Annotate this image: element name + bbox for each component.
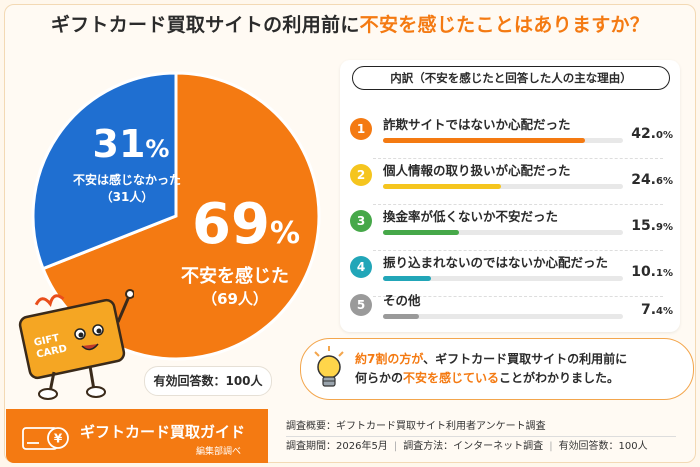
reason-row-5: 5 その他 7.4%	[350, 288, 675, 332]
reason-percent-3: 15.9%	[631, 218, 673, 234]
reason-label-4: 振り込まれないのではないか心配だった	[383, 255, 609, 270]
summary-callout: 約7割の方が、ギフトカード買取サイトの利用前に 何らかの不安を感じていることがわ…	[300, 338, 694, 400]
reason-bar-1	[383, 138, 585, 143]
title-part1: ギフトカード買取サイトの利用前に	[50, 14, 360, 36]
page-title: ギフトカード買取サイトの利用前に不安を感じたことはありますか？	[0, 10, 700, 37]
reason-row-2: 2 個人情報の取り扱いが心配だった 24.6%	[350, 158, 675, 202]
footer-divider	[286, 436, 676, 437]
reason-percent-dec-2: 6%	[656, 176, 673, 187]
orange-percent-sign: %	[269, 216, 300, 251]
title-highlight: 不安を感じたことはありますか？	[359, 14, 650, 36]
brand-sub: 編集部調べ	[196, 447, 242, 457]
rank-badge-2: 2	[350, 164, 372, 186]
rank-badge-1: 1	[350, 118, 372, 140]
blue-label: 不安は感じなかった	[72, 173, 181, 187]
pie-chart	[31, 71, 321, 361]
reason-percent-1: 42.0%	[631, 126, 673, 142]
gift-card-mascot: GIFT CARD	[18, 289, 134, 400]
summary-part-b: 、ギフトカード買取サイトの利用前に	[423, 352, 628, 366]
reason-row-3: 3 換金率が低くないか不安だった 15.9%	[350, 204, 675, 248]
orange-count: （69人）	[202, 290, 268, 308]
divider	[373, 158, 663, 160]
reason-bar-4	[383, 276, 432, 281]
reason-label-1: 詐欺サイトではないか心配だった	[383, 117, 571, 132]
footer: ¥ ギフトカード買取ガイド 編集部調べ 調査概要：ギフトカード買取サイト利用者ア…	[0, 405, 700, 467]
reason-percent-dec-3: 9%	[656, 222, 673, 233]
survey-valid: 有効回答数：100人	[558, 441, 648, 452]
valid-responses-badge: 有効回答数：100人	[144, 366, 272, 396]
summary-text: 約7割の方が、ギフトカード買取サイトの利用前に 何らかの不安を感じていることがわ…	[355, 350, 685, 388]
reason-track-1	[383, 138, 623, 143]
divider	[373, 204, 663, 206]
survey-overview: 調査概要：ギフトカード買取サイト利用者アンケート調査	[286, 421, 546, 432]
orange-label: 不安を感じた	[181, 266, 289, 287]
orange-percent-number: 69	[192, 192, 270, 257]
blue-slice-label: 不安は感じなかった （31人）	[52, 172, 202, 206]
rank-badge-4: 4	[350, 256, 372, 278]
mascot-card-line1: GIFT	[33, 333, 60, 349]
reason-bar-2	[383, 184, 502, 189]
blue-count: （31人）	[100, 190, 154, 204]
reason-label-3: 換金率が低くないか不安だった	[383, 209, 559, 224]
survey-details: 調査期間：2026年5月 | 調査方法：インターネット調査 | 有効回答数：100人	[286, 437, 648, 457]
reason-percent-int-5: 7.	[640, 302, 657, 318]
orange-percent: 69%	[176, 192, 316, 257]
reason-percent-4: 10.1%	[631, 264, 673, 280]
reason-percent-int-2: 24.	[631, 172, 657, 188]
reason-bar-5	[383, 314, 419, 319]
reason-track-5	[383, 314, 623, 319]
reason-bar-3	[383, 230, 460, 235]
blue-percent: 31%	[66, 122, 196, 166]
pie-slice-2	[31, 71, 178, 271]
survey-info: 調査概要：ギフトカード買取サイト利用者アンケート調査 調査期間：2026年5月 |…	[286, 417, 648, 457]
reason-label-2: 個人情報の取り扱いが心配だった	[383, 163, 571, 178]
breakdown-header: 内訳（不安を感じたと回答した人の主な理由）	[352, 66, 670, 90]
reason-track-3	[383, 230, 623, 235]
blue-percent-number: 31	[92, 122, 146, 166]
footer-brand-box: ¥ ギフトカード買取ガイド 編集部調べ	[6, 409, 268, 463]
separator: |	[393, 441, 398, 452]
separator: |	[549, 441, 553, 452]
reason-percent-dec-4: 1%	[656, 268, 673, 279]
reason-label-5: その他	[383, 293, 421, 308]
summary-highlight-1: 約7割の方が	[355, 352, 424, 366]
reason-percent-5: 7.4%	[641, 302, 673, 318]
reason-percent-int-3: 15.	[631, 218, 657, 234]
rank-badge-3: 3	[350, 210, 372, 232]
reason-percent-dec-1: 0%	[656, 130, 673, 141]
reason-track-4	[383, 276, 623, 281]
divider	[373, 296, 663, 298]
gift-card-yen-icon: ¥	[22, 427, 69, 450]
blue-percent-sign: %	[145, 135, 170, 163]
summary-part-e: ことがわかりました。	[499, 371, 620, 385]
survey-period: 調査期間：2026年5月	[286, 441, 388, 452]
reason-percent-dec-5: 4%	[656, 306, 673, 317]
reason-row-4: 4 振り込まれないのではないか心配だった 10.1%	[350, 250, 675, 294]
survey-method: 調査方法：インターネット調査	[403, 441, 544, 452]
reason-percent-int-1: 42.	[631, 126, 657, 142]
rank-badge-5: 5	[350, 294, 372, 316]
reason-track-2	[383, 184, 623, 189]
breakdown-panel: 内訳（不安を感じたと回答した人の主な理由） 1 詐欺サイトではないか心配だった …	[340, 60, 680, 332]
yen-symbol: ¥	[54, 432, 63, 446]
summary-part-c: 何らかの	[355, 371, 404, 385]
brand-name: ギフトカード買取ガイド	[80, 423, 246, 441]
reason-row-1: 1 詐欺サイトではないか心配だった 42.0%	[350, 112, 675, 156]
summary-highlight-2: 不安を感じている	[403, 371, 500, 385]
reason-percent-int-4: 10.	[631, 264, 657, 280]
lightbulb-icon	[314, 346, 344, 387]
reason-percent-2: 24.6%	[631, 172, 673, 188]
divider	[373, 250, 663, 252]
